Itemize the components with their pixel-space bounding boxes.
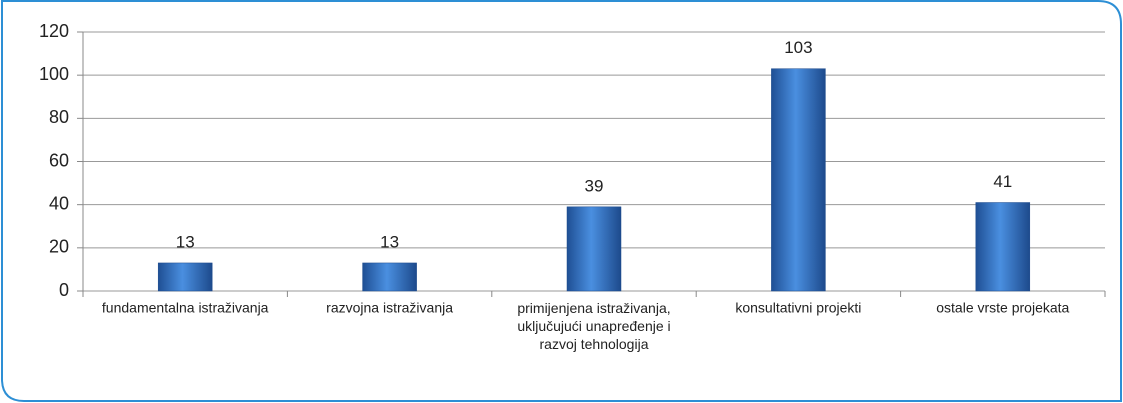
y-tick-label: 0 [59,280,69,300]
data-label: 13 [176,232,195,251]
x-tick-label: konsultativni projekti [735,300,861,316]
x-tick-label: razvojna istraživanja [326,300,453,316]
x-tick-label: ostale vrste projekata [936,300,1069,316]
bar [566,206,622,292]
x-tick-label: fundamentalna istraživanja [102,300,269,316]
bar [975,202,1031,292]
y-tick-label: 80 [49,107,69,127]
y-tick-label: 20 [49,237,69,257]
data-label: 41 [993,172,1012,191]
y-tick-label: 40 [49,193,69,213]
bar [362,262,417,292]
y-tick-label: 120 [39,21,69,41]
bar [157,262,213,292]
x-tick-label: primijenjena istraživanja, uključujući un… [517,300,670,352]
data-label: 13 [380,232,399,251]
bar [771,68,826,292]
y-tick-label: 100 [39,64,69,84]
data-label: 103 [784,38,812,57]
y-tick-label: 60 [49,150,69,170]
data-label: 39 [585,176,604,195]
